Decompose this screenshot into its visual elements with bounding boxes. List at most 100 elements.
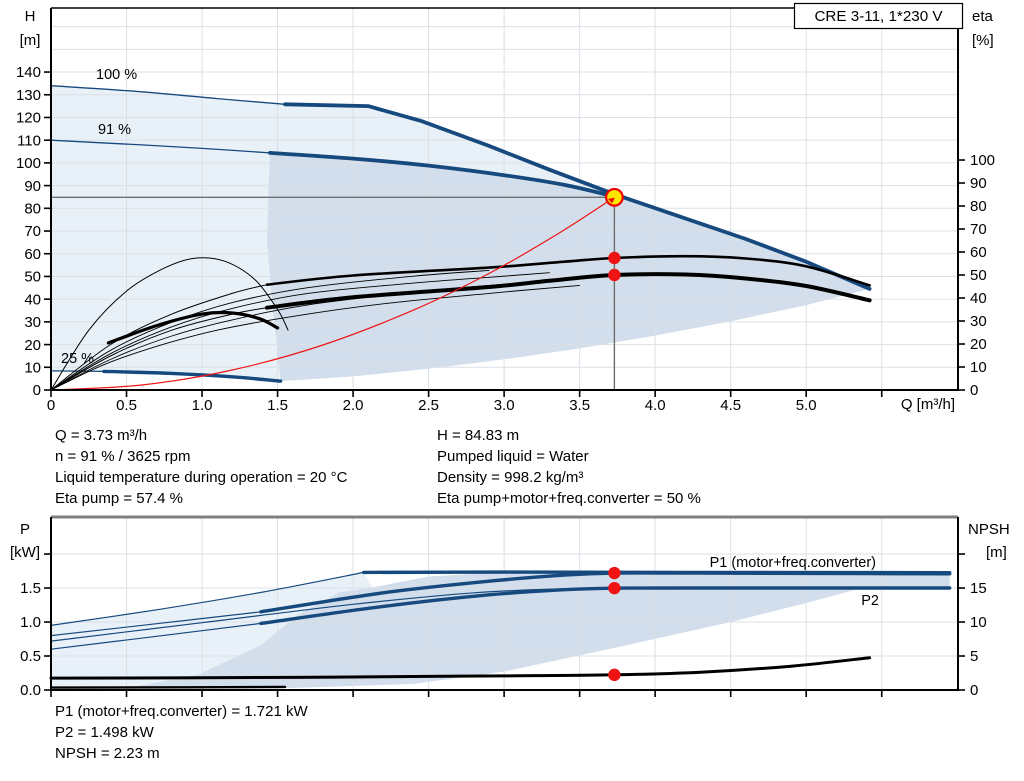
- tick-label-left: 90: [24, 178, 41, 195]
- p-25-curve: [49, 685, 287, 689]
- tick-label-x: 4.5: [720, 397, 741, 414]
- npsh-axis-unit: [m]: [986, 544, 1007, 561]
- p1-91-curve: [259, 571, 952, 614]
- tick-label-x: 2.0: [343, 397, 364, 414]
- tick-label-right: 0: [970, 382, 978, 399]
- curves-layer: [50, 85, 872, 391]
- regions-layer: [51, 85, 870, 382]
- tick-label-x: 1.5: [267, 397, 288, 414]
- tick-label-right: 30: [970, 313, 987, 330]
- h-axis-unit: [m]: [20, 32, 41, 49]
- tick-label-left: 60: [24, 246, 41, 263]
- eta-pump-thin: [50, 284, 268, 391]
- q-axis-title: Q [m³/h]: [901, 396, 955, 413]
- tick-label-right: 50: [970, 267, 987, 284]
- tick-label-x: 5.0: [796, 397, 817, 414]
- npsh-curve: [49, 656, 872, 680]
- p2-curve-label: P2: [861, 593, 879, 609]
- eta-pump-curve: [265, 254, 871, 287]
- tick-label-left: 30: [24, 314, 41, 331]
- result-p2: P2 = 1.498 kW: [55, 724, 155, 741]
- info-density: Density = 998.2 kg/m³: [437, 469, 583, 486]
- axes-layer: 0 10 20 30 40 50 60 70 80 90 100 110 120 130 140 0 10 20 3…: [16, 7, 995, 414]
- tick-label-right: 15: [970, 580, 987, 597]
- tick-label-left: 0: [33, 382, 41, 399]
- speed-label-91: 91 %: [98, 122, 131, 138]
- tick-label-right: 40: [970, 290, 987, 307]
- duty-lines-layer: [51, 196, 616, 390]
- hq-chart: 0 10 20 30 40 50 60 70 80 90 100 110 120 130 140 0 10 20 3…: [16, 7, 995, 414]
- tick-label-right: 10: [970, 359, 987, 376]
- tick-label-right: 80: [970, 198, 987, 215]
- h-axis-title: H: [25, 8, 36, 25]
- info-eta-pump: Eta pump = 57.4 %: [55, 490, 183, 507]
- speed-curve-25: [102, 369, 283, 383]
- eta-pump-duty-dot: [608, 251, 621, 265]
- info-n: n = 91 % / 3625 rpm: [55, 448, 191, 465]
- eta-fan-line-1: [50, 269, 490, 391]
- npsh-duty-dot: [608, 668, 621, 682]
- tick-label-left: 70: [24, 223, 41, 240]
- p1-100-thin: [50, 571, 365, 626]
- pump-model-title: CRE 3-11, 1*230 V: [814, 8, 943, 25]
- dots-layer: [605, 187, 624, 282]
- npsh-axis-title: NPSH: [968, 521, 1010, 538]
- tick-label-left: 1.0: [20, 614, 41, 631]
- tick-label-left: 50: [24, 269, 41, 286]
- tick-label-left: 80: [24, 201, 41, 218]
- tick-label-x: 0: [47, 397, 55, 414]
- duty-point-circle: [605, 187, 624, 207]
- eta-total-curve: [265, 272, 872, 310]
- tick-label-x: 2.5: [418, 397, 439, 414]
- p1-curve-label: P1 (motor+freq.converter): [710, 555, 876, 571]
- system-curve: [50, 196, 615, 391]
- curves-layer: [49, 570, 952, 689]
- info-liquid-temp: Liquid temperature during operation = 20…: [55, 469, 348, 486]
- duty-point-marker[interactable]: [605, 187, 624, 207]
- tick-label-left: 130: [16, 87, 41, 104]
- p2-91-curve: [259, 586, 952, 626]
- tick-label-right: 10: [970, 614, 987, 631]
- tick-label-left: 0.5: [20, 648, 41, 665]
- tick-label-x: 1.0: [192, 397, 213, 414]
- eta-25-curve: [106, 310, 280, 345]
- p-axis-title: P: [20, 521, 30, 538]
- tick-label-left: 10: [24, 359, 41, 376]
- p-axis-unit: [kW]: [10, 544, 40, 561]
- result-p1: P1 (motor+freq.converter) = 1.721 kW: [55, 703, 308, 720]
- tick-label-x: 3.0: [494, 397, 515, 414]
- tick-label-right: 60: [970, 244, 987, 261]
- tick-label-right: 0: [970, 682, 978, 699]
- p1-91-thin: [50, 611, 262, 637]
- tick-label-right: 100: [970, 152, 995, 169]
- tick-label-x: 4.0: [645, 397, 666, 414]
- tick-label-left: 100: [16, 155, 41, 172]
- tick-label-left: 140: [16, 64, 41, 81]
- info-h: H = 84.83 m: [437, 427, 519, 444]
- tick-label-left: 1.5: [20, 580, 41, 597]
- duty-point-wedge: [608, 197, 615, 204]
- tick-label-right: 5: [970, 648, 978, 665]
- operating-envelope-dark: [267, 152, 870, 382]
- eta-fan-line-4: [50, 284, 581, 391]
- tick-label-left: 110: [17, 132, 41, 149]
- eta-axis-title: eta: [972, 8, 994, 25]
- axes-layer: 0.0 0.5 1.0 1.5 0 5 10 15: [20, 515, 987, 699]
- tick-label-x: 3.5: [569, 397, 590, 414]
- tick-label-x: 0.5: [116, 397, 137, 414]
- tick-label-left: 120: [16, 110, 41, 127]
- result-npsh: NPSH = 2.23 m: [55, 745, 160, 762]
- tick-label-right: 90: [970, 175, 987, 192]
- info-pumped-liquid: Pumped liquid = Water: [437, 448, 589, 465]
- eta-total-thin: [50, 307, 268, 391]
- tick-label-left: 40: [24, 291, 41, 308]
- tick-label-right: 20: [970, 336, 987, 353]
- tick-label-left: 0.0: [20, 682, 41, 699]
- p2-91-thin: [50, 622, 262, 650]
- speed-curve-100-thin: [50, 85, 286, 105]
- eta-total-duty-dot: [608, 268, 621, 282]
- p2-duty-dot: [608, 581, 621, 595]
- eta-fan-line-2: [50, 272, 550, 391]
